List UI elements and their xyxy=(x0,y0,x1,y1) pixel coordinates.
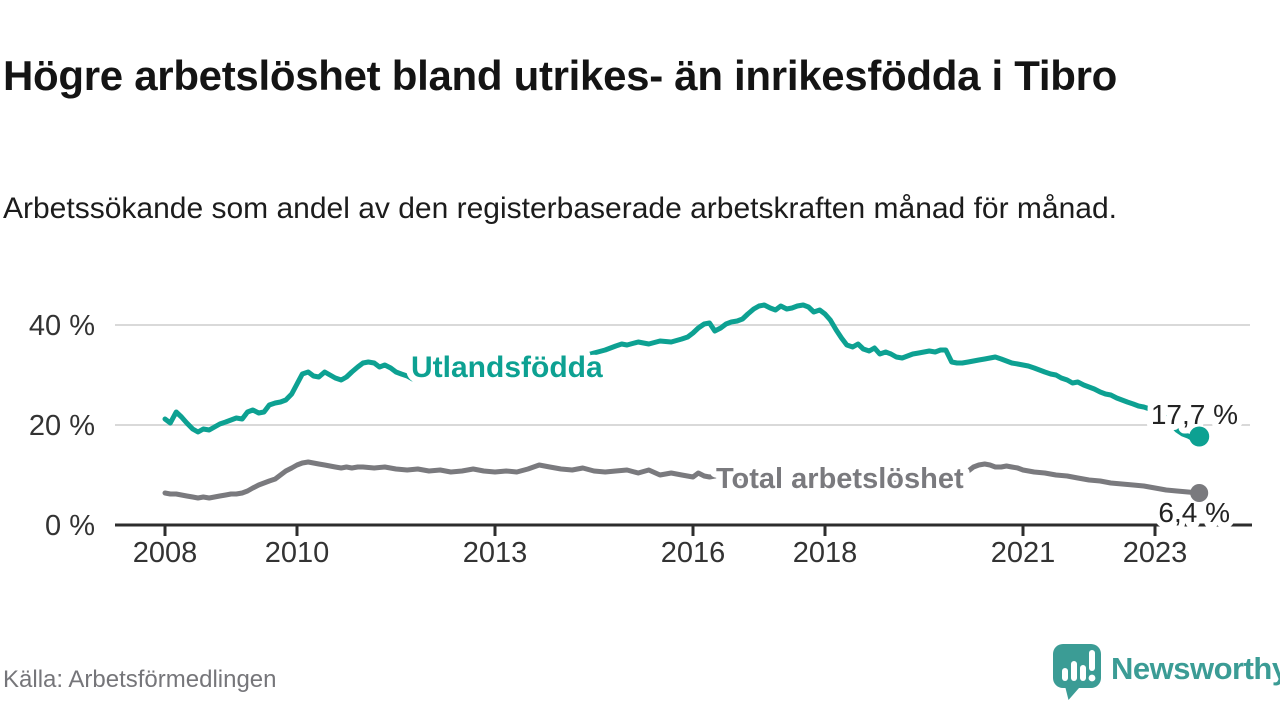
series-end-dot-1 xyxy=(1190,484,1209,502)
chart-subtitle: Arbetssökande som andel av den registerb… xyxy=(3,192,1117,225)
x-axis-label-2016: 2016 xyxy=(661,537,726,569)
x-axis-label-2018: 2018 xyxy=(793,537,858,569)
end-value-label-1: 6,4 % xyxy=(1158,497,1230,528)
series-line-0 xyxy=(162,302,1202,442)
x-axis-label-2013: 2013 xyxy=(463,537,528,569)
x-axis-label-2010: 2010 xyxy=(265,537,330,569)
newsworthy-wordmark: Newsworthy xyxy=(1111,651,1280,686)
page-title: Högre arbetslöshet bland utrikes- än inr… xyxy=(3,52,1118,100)
line-chart-canvas: 0 % 20 % 40 % 2008 2010 2013 2016 2018 2021 2023 U… xyxy=(29,302,1252,569)
x-axis-label-2008: 2008 xyxy=(133,537,198,569)
x-axis-label-2021: 2021 xyxy=(991,537,1056,569)
newsworthy-logo: Newsworthy xyxy=(1052,642,1280,707)
source-note: Källa: Arbetsförmedlingen xyxy=(3,666,277,693)
series-line-1 xyxy=(162,459,1202,501)
series-label-1: Total arbetslöshet xyxy=(716,463,964,495)
line-chart: 0 % 20 % 40 % 2008 2010 2013 2016 2018 2021 2023 U… xyxy=(0,270,1280,600)
series-label-0: Utlandsfödda xyxy=(411,351,603,384)
y-axis-label-40: 40 % xyxy=(29,310,95,342)
y-axis-label-0: 0 % xyxy=(45,510,95,542)
y-axis-label-20: 20 % xyxy=(29,410,95,442)
series-end-dot-0 xyxy=(1189,426,1210,447)
x-axis-label-2023: 2023 xyxy=(1123,537,1188,569)
newsworthy-bubble-chart-icon xyxy=(1052,642,1102,707)
end-value-label-0: 17,7 % xyxy=(1151,399,1238,430)
